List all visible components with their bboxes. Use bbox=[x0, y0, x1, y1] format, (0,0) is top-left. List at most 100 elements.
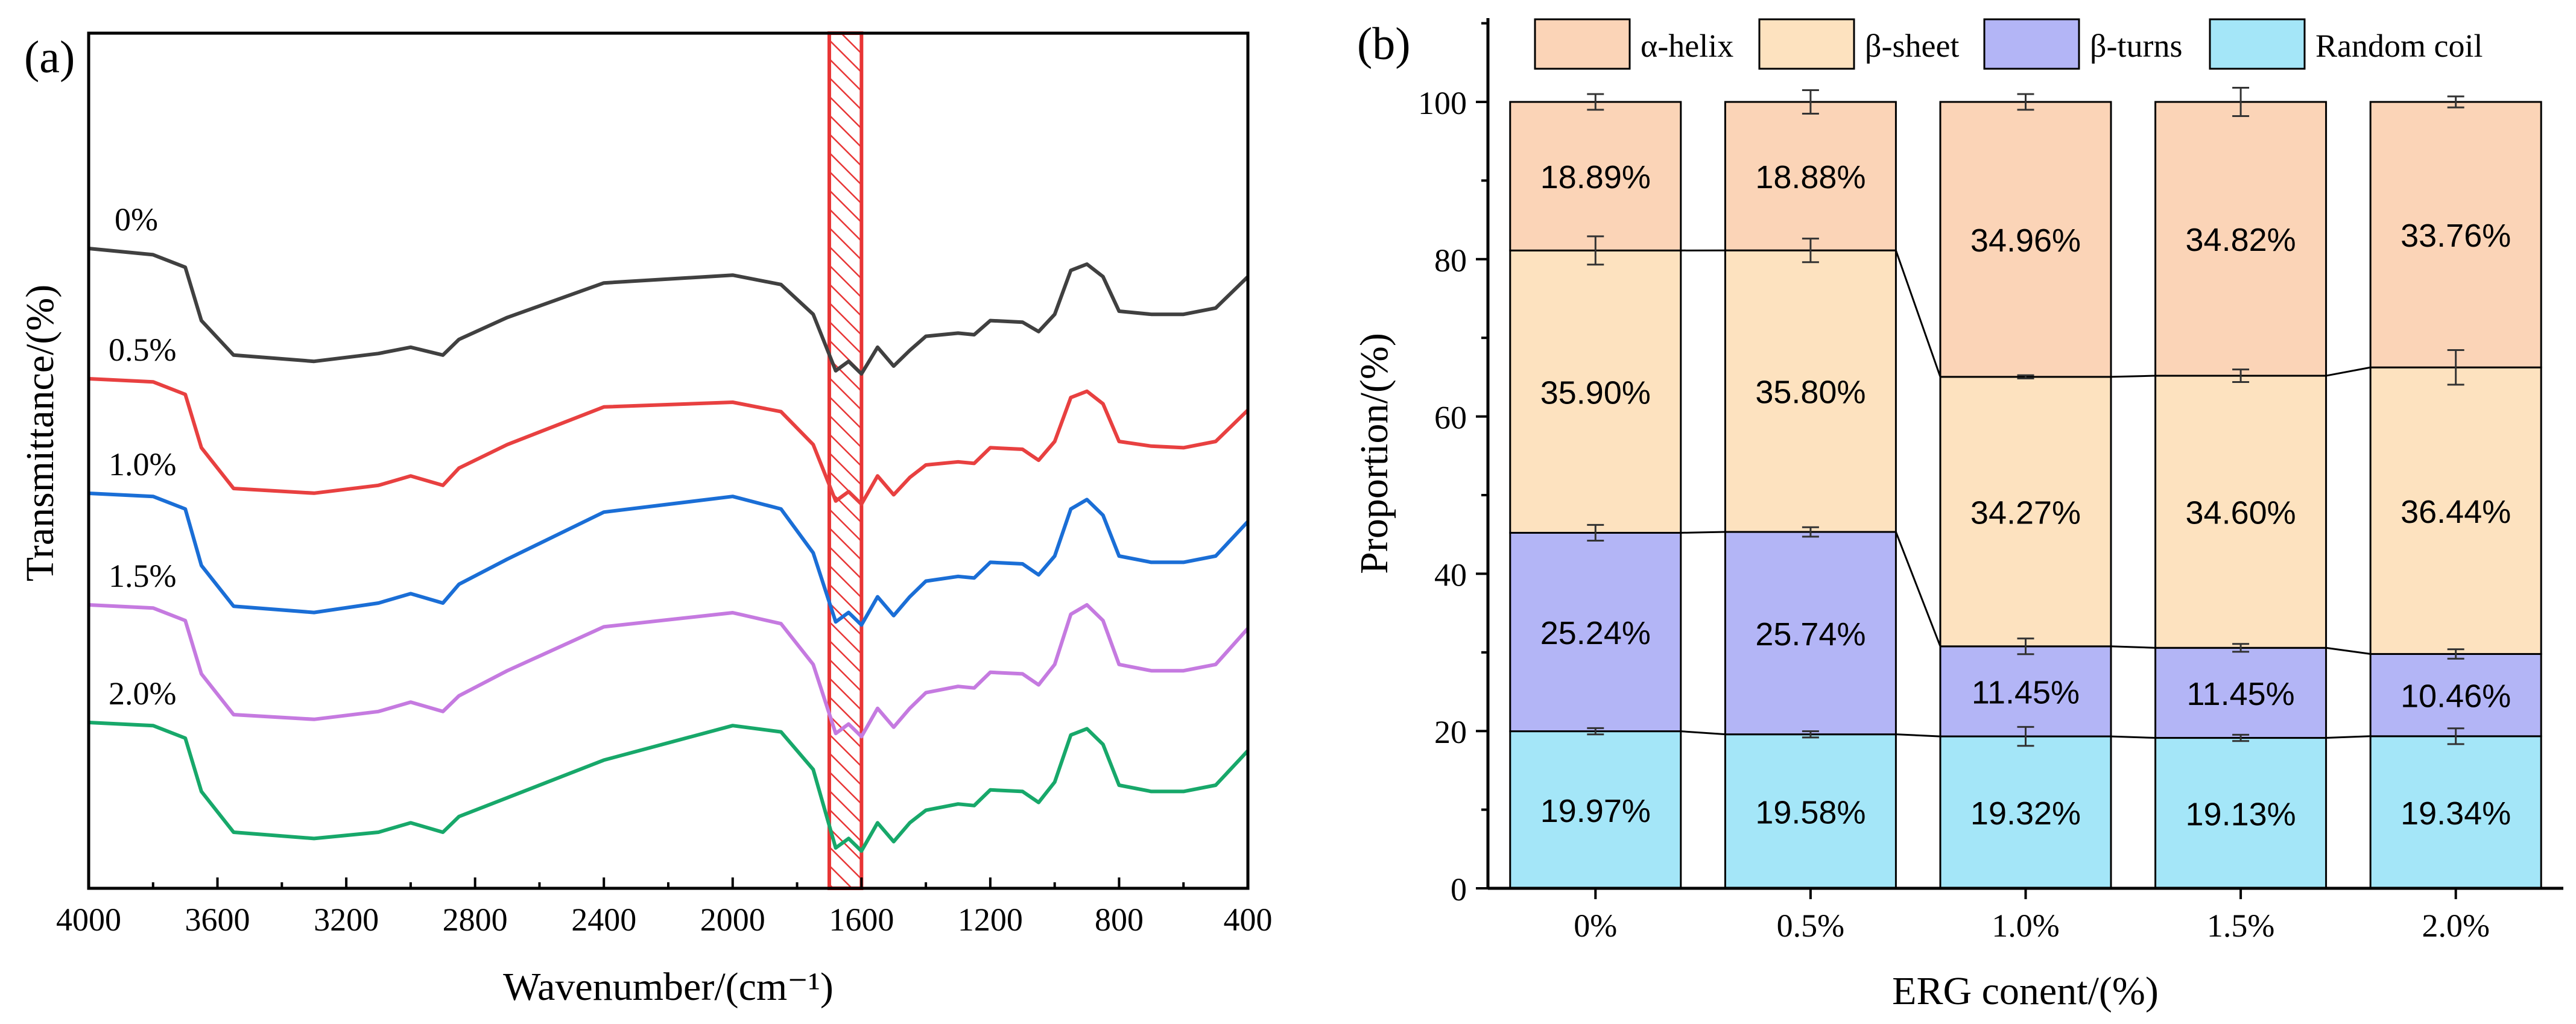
bar-segment bbox=[1509, 249, 1682, 534]
connector-line bbox=[1896, 733, 1941, 738]
bar-value-label: 33.76% bbox=[2400, 218, 2511, 254]
bar-value-label: 19.97% bbox=[1540, 793, 1651, 829]
legend-swatch bbox=[1983, 18, 2080, 70]
connector-line bbox=[2326, 735, 2371, 739]
bar-segment bbox=[1939, 376, 2112, 648]
a-x-tick-label: 2800 bbox=[443, 902, 508, 938]
bar-segment bbox=[2154, 101, 2328, 377]
series-label-4: 2.0% bbox=[109, 675, 176, 712]
bar-segment bbox=[2369, 101, 2542, 368]
bar-value-label: 35.90% bbox=[1540, 375, 1651, 411]
series-label-2: 1.0% bbox=[109, 446, 176, 482]
bar-value-label: 19.34% bbox=[2400, 795, 2511, 832]
bar-value-label: 25.24% bbox=[1540, 615, 1651, 651]
legend-label: Random coil bbox=[2315, 28, 2483, 64]
connector-line bbox=[2110, 735, 2156, 739]
legend-swatch bbox=[2209, 18, 2306, 70]
connector-line bbox=[1894, 250, 1941, 378]
connector-line bbox=[2326, 646, 2371, 655]
b-x-tick-label: 2.0% bbox=[2422, 908, 2489, 944]
b-x-tick-label: 0.5% bbox=[1777, 908, 1844, 944]
bar-value-label: 10.46% bbox=[2400, 678, 2511, 715]
bar-value-label: 36.44% bbox=[2400, 494, 2511, 530]
series-labels: 0% 0.5% 1.0% 1.5% 2.0% bbox=[109, 201, 176, 712]
bar-segment bbox=[1724, 249, 1897, 533]
legend-label: β-turns bbox=[2090, 28, 2182, 64]
a-x-tick-label: 4000 bbox=[56, 902, 121, 938]
b-y-tick-label: 80 bbox=[1434, 242, 1467, 279]
bar-segment bbox=[2154, 737, 2328, 890]
bar-value-label: 25.74% bbox=[1755, 616, 1866, 653]
bar-value-label: 11.45% bbox=[2187, 676, 2295, 712]
b-y-tick-label: 0 bbox=[1451, 871, 1467, 908]
b-y-axis-label: Proportion/(%) bbox=[1352, 333, 1396, 574]
a-y-axis-label: Transmittance/(%) bbox=[18, 285, 62, 581]
bar-segment bbox=[1939, 735, 2112, 890]
connector-line bbox=[1680, 531, 1726, 534]
bar-value-label: 35.80% bbox=[1755, 375, 1866, 411]
b-y-tick-label: 60 bbox=[1434, 400, 1467, 436]
legend-swatch bbox=[1758, 18, 1855, 70]
bar-segment bbox=[1724, 101, 1897, 251]
bar-value-label: 34.82% bbox=[2186, 222, 2296, 258]
panel-b-label: (b) bbox=[1357, 19, 1411, 69]
series-label-0: 0% bbox=[115, 201, 158, 238]
connector-line bbox=[1680, 730, 1726, 736]
bar-value-label: 34.60% bbox=[2186, 495, 2296, 531]
a-x-tick-label: 400 bbox=[1224, 902, 1273, 938]
highlight-band bbox=[827, 31, 864, 890]
panel-a: (a) 0% 0.5% 1.0% 1.5% 2.0% 4000 3600 3200 2800 2… bbox=[18, 31, 1273, 1009]
bar-value-label: 11.45% bbox=[1972, 674, 2080, 710]
legend-label: α-helix bbox=[1641, 28, 1733, 64]
a-x-tick-label: 800 bbox=[1095, 902, 1144, 938]
connector-line bbox=[2110, 645, 2156, 649]
bar-value-label: 19.13% bbox=[2186, 796, 2296, 832]
bar-value-label: 34.27% bbox=[1970, 495, 2081, 531]
bar-value-labels: 19.97% 25.24% 35.90% 18.89% 19.58% 25.74% 35.8… bbox=[1540, 159, 2511, 832]
panel-a-label: (a) bbox=[24, 32, 75, 83]
a-x-tick-label: 1200 bbox=[958, 902, 1023, 938]
bar-segment bbox=[2154, 646, 2328, 739]
bar-segment bbox=[2369, 735, 2542, 890]
segment-connectors bbox=[1680, 249, 2371, 739]
spectrum-line-1 bbox=[88, 377, 1250, 506]
bar-segment bbox=[1724, 733, 1897, 890]
legend-label: β-sheet bbox=[1865, 28, 1959, 64]
legend-swatch bbox=[1534, 18, 1631, 70]
a-x-axis-label: Wavenumber/(cm⁻¹) bbox=[503, 965, 834, 1009]
connector-line bbox=[2110, 375, 2156, 378]
bar-segment bbox=[1509, 101, 1682, 251]
bar-value-label: 19.32% bbox=[1970, 795, 2081, 832]
b-x-axis-ticks: 0% 0.5% 1.0% 1.5% 2.0% bbox=[1574, 888, 2490, 944]
error-bars bbox=[1587, 87, 2464, 747]
b-x-axis-label: ERG conent/(%) bbox=[1892, 969, 2159, 1013]
connector-line bbox=[2326, 366, 2371, 377]
stacked-bars bbox=[1509, 101, 2542, 890]
bar-segment bbox=[1939, 101, 2112, 378]
b-x-tick-label: 1.5% bbox=[2207, 908, 2274, 944]
b-x-tick-label: 1.0% bbox=[1992, 908, 2059, 944]
bar-segment bbox=[1509, 531, 1682, 733]
b-y-tick-label: 40 bbox=[1434, 557, 1467, 593]
series-label-1: 0.5% bbox=[109, 332, 176, 368]
legend: α-helix β-sheet β-turns Random coil bbox=[1534, 18, 2483, 70]
bar-value-label: 19.58% bbox=[1755, 794, 1866, 830]
bar-value-label: 34.96% bbox=[1970, 223, 2081, 259]
bar-segment bbox=[2369, 366, 2542, 655]
bar-segment bbox=[1939, 645, 2112, 738]
panel-a-frame bbox=[87, 31, 1250, 890]
bar-value-label: 18.88% bbox=[1755, 159, 1866, 195]
bar-value-label: 18.89% bbox=[1540, 159, 1651, 195]
spectrum-line-3 bbox=[88, 603, 1250, 739]
connector-line bbox=[1895, 531, 1941, 647]
b-y-tick-label: 100 bbox=[1418, 85, 1467, 121]
b-x-tick-label: 0% bbox=[1574, 908, 1617, 944]
a-x-axis-ticks: 4000 3600 3200 2800 2400 2000 1600 1200 800 400 bbox=[56, 877, 1273, 938]
ftir-spectra bbox=[88, 247, 1250, 853]
a-x-tick-label: 2400 bbox=[571, 902, 636, 938]
a-x-tick-label: 3600 bbox=[185, 902, 250, 938]
a-x-tick-label: 1600 bbox=[829, 902, 894, 938]
a-x-tick-label: 3200 bbox=[314, 902, 379, 938]
bar-segment bbox=[2369, 653, 2542, 738]
